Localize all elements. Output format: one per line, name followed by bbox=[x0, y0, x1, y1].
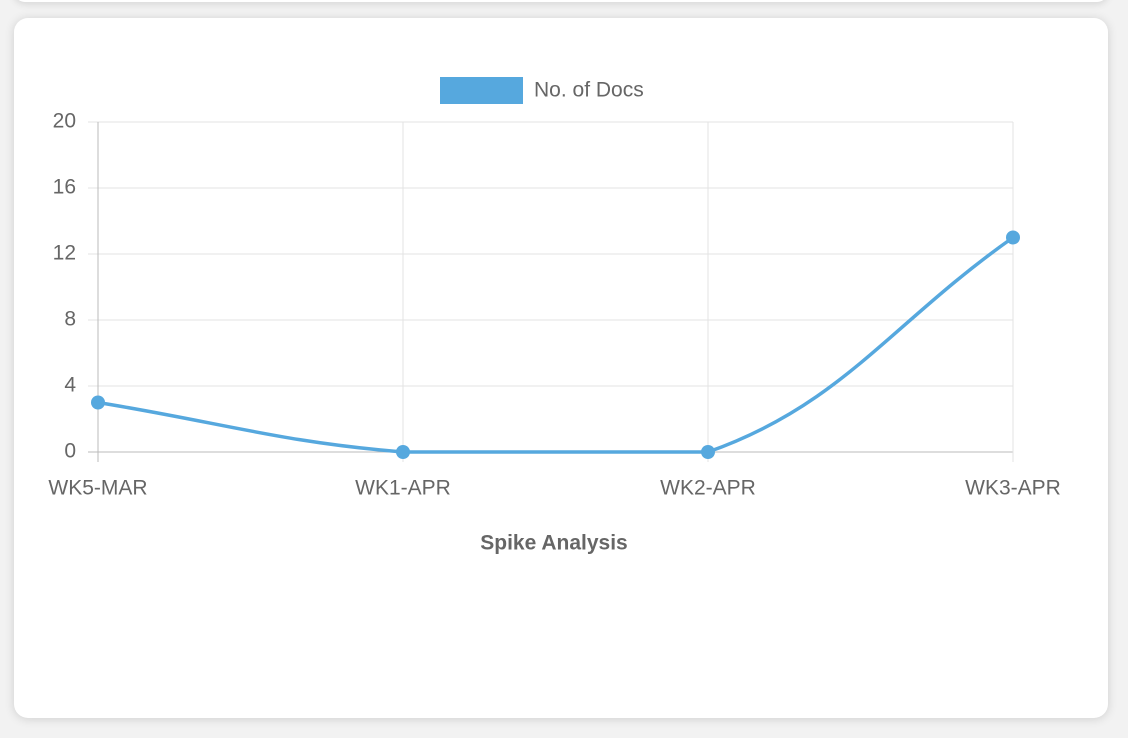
point bbox=[701, 445, 715, 459]
legend-label: No. of Docs bbox=[534, 79, 644, 102]
card-above bbox=[14, 0, 1108, 2]
y-tick-label: 4 bbox=[64, 374, 76, 397]
y-tick-label: 8 bbox=[64, 308, 76, 331]
y-tick-label: 0 bbox=[64, 440, 76, 463]
card bbox=[14, 18, 1108, 718]
point bbox=[1006, 230, 1020, 245]
legend-swatch bbox=[440, 77, 523, 104]
line bbox=[97, 236, 1015, 454]
point bbox=[91, 395, 105, 410]
x-tick-label: WK1-APR bbox=[355, 477, 451, 500]
y-tick-label: 12 bbox=[53, 242, 76, 265]
y-tick-label: 20 bbox=[53, 110, 76, 133]
x-tick-label: WK5-MAR bbox=[48, 477, 147, 500]
x-tick-label: WK2-APR bbox=[660, 477, 756, 500]
x-tick-label: WK3-APR bbox=[965, 477, 1061, 500]
y-tick-label: 16 bbox=[53, 176, 76, 199]
x-axis-title: Spike Analysis bbox=[480, 532, 627, 555]
point bbox=[396, 445, 410, 459]
